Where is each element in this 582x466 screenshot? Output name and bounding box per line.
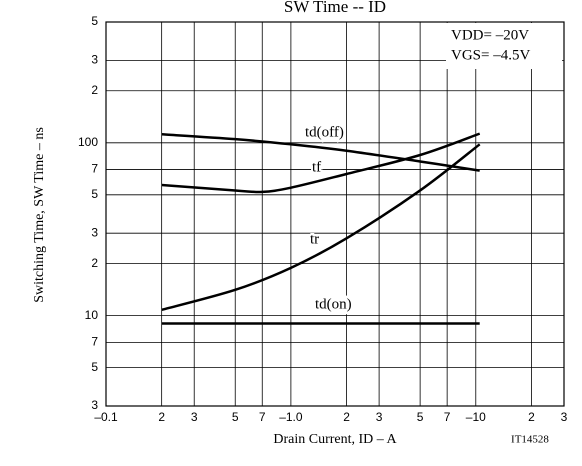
x-tick-label: 5: [417, 410, 424, 424]
y-tick-label: 3: [91, 398, 98, 412]
y-axis-label: Switching Time, SW Time – ns: [32, 127, 47, 303]
annotation: VGS= –4.5V: [451, 47, 530, 63]
footnote: IT14528: [511, 434, 549, 446]
x-tick-label: 2: [158, 410, 165, 424]
series-label: tr: [310, 231, 319, 247]
x-tick-label: 3: [561, 410, 568, 424]
y-tick-label: 5: [91, 187, 98, 201]
y-tick-label: 3: [91, 53, 98, 67]
x-axis-label: Drain Current, ID – A: [273, 432, 397, 447]
x-tick-label: 3: [191, 410, 198, 424]
y-tick-label: 2: [91, 83, 98, 97]
chart-title: SW Time -- ID: [284, 0, 386, 16]
y-tick-label: 5: [91, 14, 98, 28]
annotation: VDD= –20V: [451, 27, 529, 43]
x-tick-label: 2: [343, 410, 350, 424]
curve: [161, 133, 480, 172]
x-tick-label: 7: [259, 410, 266, 424]
y-tick-label: 7: [91, 162, 98, 176]
x-tick-label: –1.0: [279, 410, 303, 424]
y-tick-label: 3: [91, 225, 98, 239]
x-tick-label: 5: [232, 410, 239, 424]
y-tick-label: 100: [78, 135, 98, 149]
x-tick-label: –10: [466, 410, 486, 424]
y-tick-label: 10: [85, 308, 99, 322]
y-tick-label: 2: [91, 256, 98, 270]
annotation-box: [446, 23, 562, 69]
x-tick-label: –0.1: [94, 410, 118, 424]
plot-frame: [105, 21, 565, 407]
curve: [161, 132, 481, 194]
series-label: td(on): [315, 296, 352, 312]
x-tick-label: 7: [444, 410, 451, 424]
x-tick-label: 2: [528, 410, 535, 424]
curve: [161, 143, 481, 312]
y-tick-label: 5: [91, 360, 98, 374]
x-tick-label: 3: [376, 410, 383, 424]
y-tick-label: 7: [91, 335, 98, 349]
series-label: tf: [312, 159, 321, 175]
series-label: td(off): [305, 124, 344, 140]
